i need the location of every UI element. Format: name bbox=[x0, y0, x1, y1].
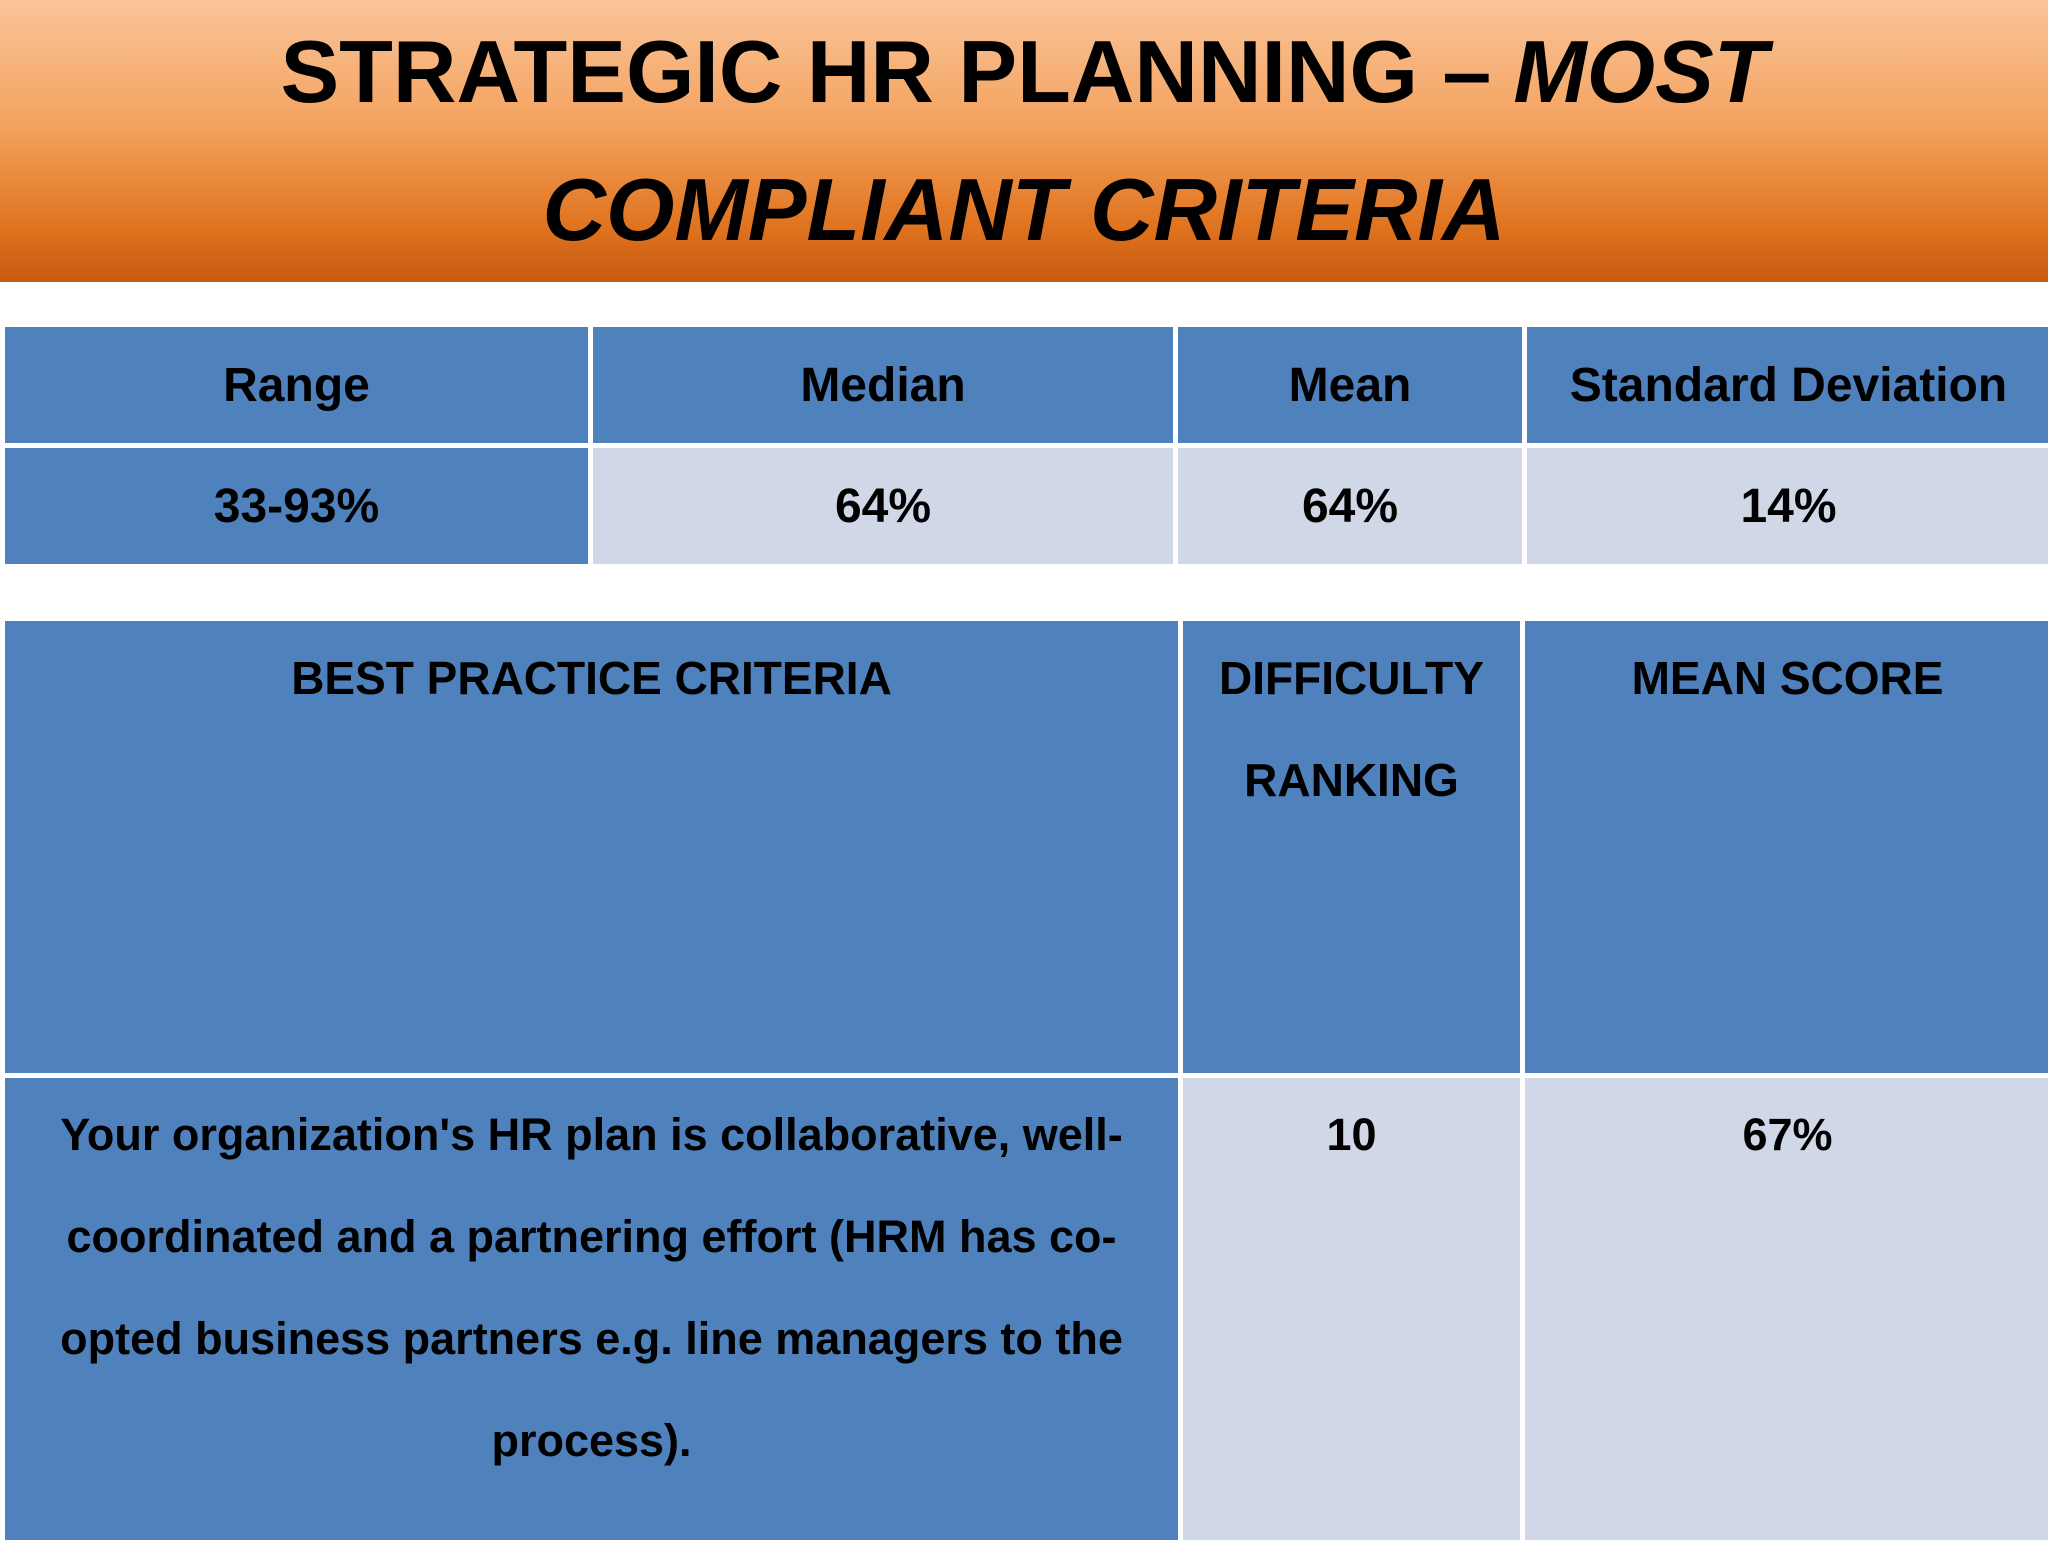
cell: Your organization's HR plan is collabora… bbox=[3, 1076, 1181, 1543]
data-row: 33-93% 64% 64% 14% bbox=[3, 446, 2048, 567]
header-cell: BEST PRACTICE CRITERIA bbox=[3, 619, 1181, 1076]
header-cell: Standard Deviation bbox=[1525, 325, 2048, 446]
cell: 33-93% bbox=[3, 446, 591, 567]
cell: 64% bbox=[591, 446, 1176, 567]
cell: 64% bbox=[1176, 446, 1525, 567]
header-cell: MEAN SCORE bbox=[1523, 619, 2048, 1076]
header-cell: Mean bbox=[1176, 325, 1525, 446]
criteria-table: BEST PRACTICE CRITERIA DIFFICULTY RANKIN… bbox=[0, 616, 2048, 1545]
data-row: Your organization's HR plan is collabora… bbox=[3, 1076, 2048, 1543]
header-cell: DIFFICULTY RANKING bbox=[1181, 619, 1523, 1076]
header-cell: Median bbox=[591, 325, 1176, 446]
header-cell: Range bbox=[3, 325, 591, 446]
title-main: STRATEGIC HR PLANNING – bbox=[280, 22, 1491, 121]
title: STRATEGIC HR PLANNING –MOST COMPLIANT CR… bbox=[174, 3, 1874, 279]
stats-table: Range Median Mean Standard Deviation 33-… bbox=[0, 322, 2048, 569]
cell: 10 bbox=[1181, 1076, 1523, 1543]
header-row: BEST PRACTICE CRITERIA DIFFICULTY RANKIN… bbox=[3, 619, 2048, 1076]
header-row: Range Median Mean Standard Deviation bbox=[3, 325, 2048, 446]
title-banner: STRATEGIC HR PLANNING –MOST COMPLIANT CR… bbox=[0, 0, 2048, 282]
cell: 14% bbox=[1525, 446, 2048, 567]
cell: 67% bbox=[1523, 1076, 2048, 1543]
